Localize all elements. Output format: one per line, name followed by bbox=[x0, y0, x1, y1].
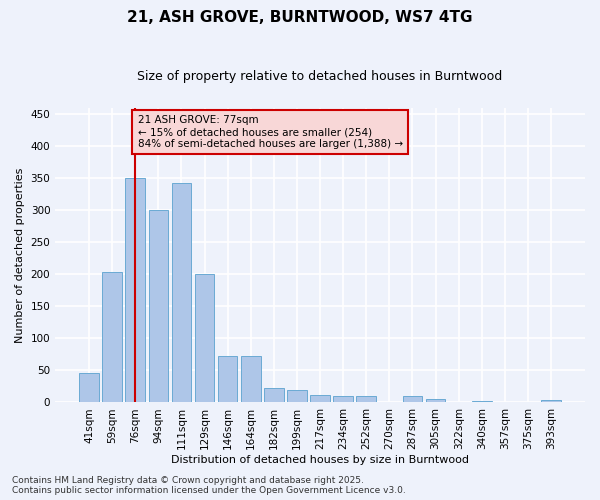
Bar bbox=[195, 274, 214, 402]
Bar bbox=[172, 184, 191, 402]
Bar bbox=[79, 373, 99, 402]
Bar bbox=[356, 396, 376, 402]
Bar bbox=[241, 356, 260, 403]
Y-axis label: Number of detached properties: Number of detached properties bbox=[15, 168, 25, 343]
Bar bbox=[541, 400, 561, 402]
Text: Contains HM Land Registry data © Crown copyright and database right 2025.
Contai: Contains HM Land Registry data © Crown c… bbox=[12, 476, 406, 495]
Bar bbox=[149, 210, 168, 402]
Bar bbox=[218, 356, 238, 403]
Bar bbox=[403, 396, 422, 402]
Text: 21 ASH GROVE: 77sqm
← 15% of detached houses are smaller (254)
84% of semi-detac: 21 ASH GROVE: 77sqm ← 15% of detached ho… bbox=[137, 116, 403, 148]
Bar bbox=[125, 178, 145, 402]
Text: 21, ASH GROVE, BURNTWOOD, WS7 4TG: 21, ASH GROVE, BURNTWOOD, WS7 4TG bbox=[127, 10, 473, 25]
Title: Size of property relative to detached houses in Burntwood: Size of property relative to detached ho… bbox=[137, 70, 503, 83]
Bar bbox=[472, 400, 491, 402]
X-axis label: Distribution of detached houses by size in Burntwood: Distribution of detached houses by size … bbox=[171, 455, 469, 465]
Bar bbox=[103, 272, 122, 402]
Bar bbox=[287, 390, 307, 402]
Bar bbox=[264, 388, 284, 402]
Bar bbox=[426, 400, 445, 402]
Bar bbox=[334, 396, 353, 402]
Bar bbox=[310, 396, 330, 402]
